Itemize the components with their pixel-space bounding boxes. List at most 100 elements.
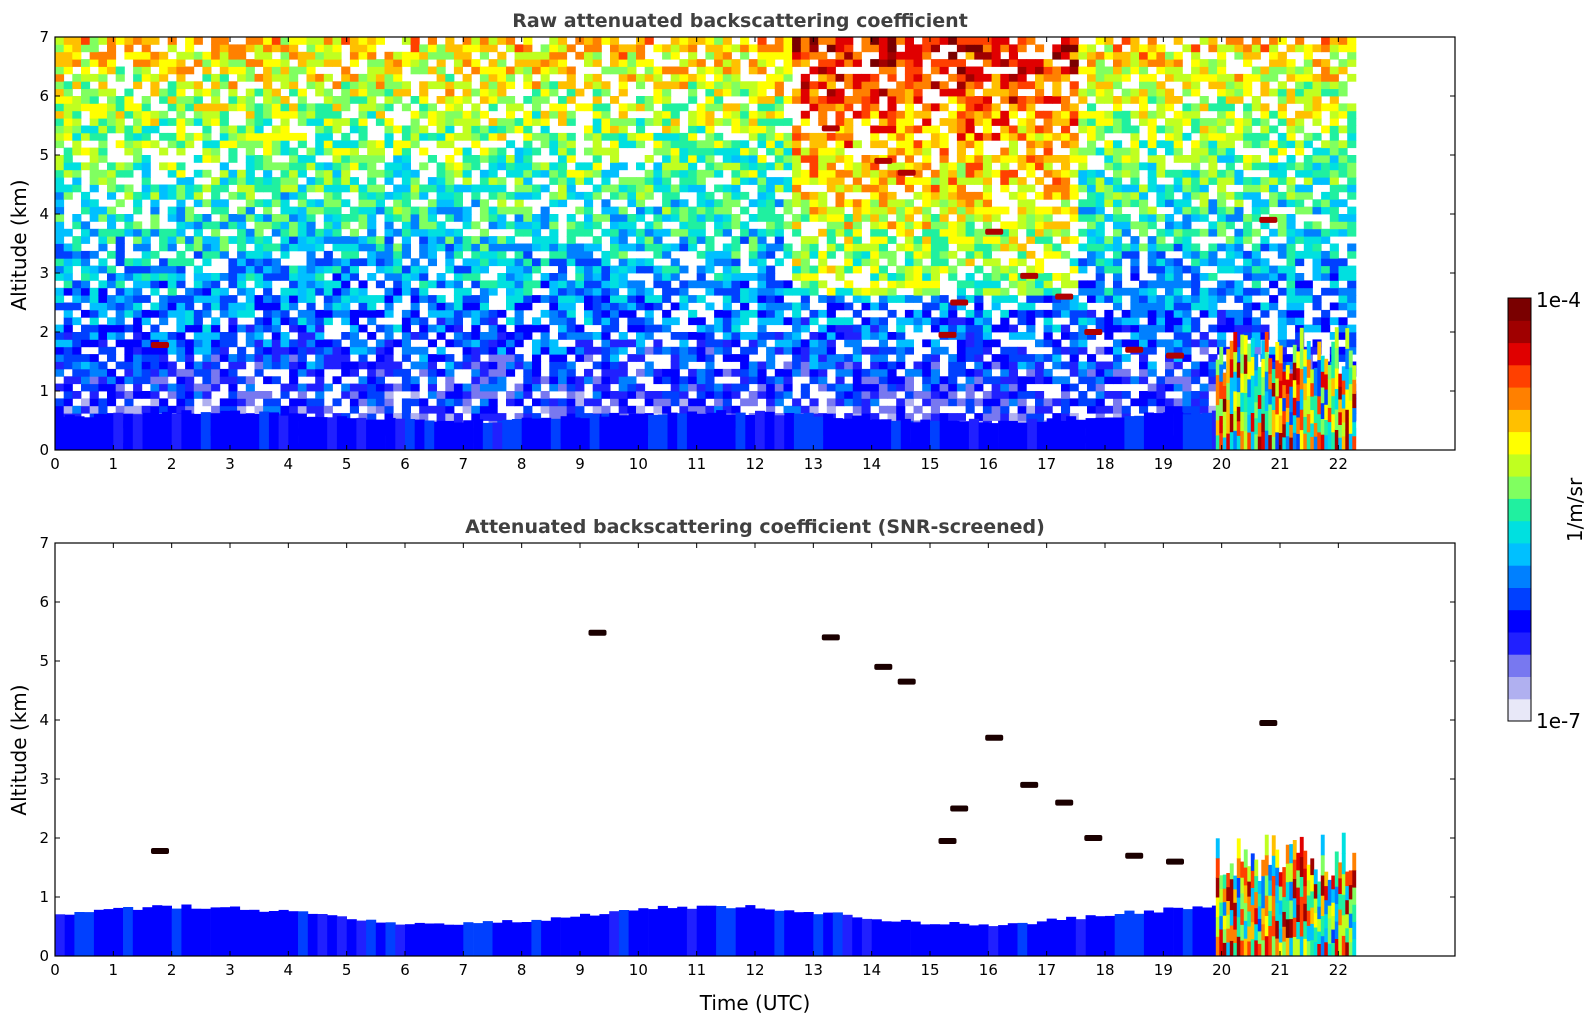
heat-cell: [506, 140, 516, 149]
heat-cell: [202, 302, 212, 311]
heat-cell: [1000, 59, 1010, 67]
heat-cell: [523, 155, 533, 163]
heat-cell: [211, 59, 221, 67]
heat-cell: [558, 147, 568, 156]
heat-cell: [930, 103, 940, 112]
heat-cell: [991, 206, 1001, 215]
heat-cell: [133, 155, 143, 163]
heat-cell: [332, 273, 342, 281]
heat-cell: [115, 214, 125, 222]
heat-cell: [237, 73, 247, 82]
heat-cell: [306, 73, 316, 82]
heat-cell: [471, 132, 481, 141]
heat-cell: [982, 51, 992, 60]
heat-cell: [115, 66, 125, 75]
heat-cell: [644, 391, 654, 399]
heat-cell: [835, 155, 845, 163]
heat-cell: [375, 140, 385, 149]
heat-cell: [124, 96, 134, 104]
heat-cell: [323, 184, 333, 193]
heat-cell: [558, 346, 568, 355]
heat-cell: [219, 44, 229, 53]
heat-cell: [1069, 37, 1079, 45]
heat-cell: [1035, 228, 1045, 237]
heat-cell: [610, 243, 620, 252]
heat-cell: [757, 81, 767, 90]
heat-cell: [393, 339, 403, 348]
heat-cell: [323, 361, 333, 370]
heat-cell: [306, 110, 316, 119]
heat-cell: [185, 103, 195, 112]
heat-cell: [141, 332, 151, 340]
heat-cell: [757, 391, 767, 399]
heat-cell: [81, 405, 91, 414]
heat-cell: [930, 265, 940, 274]
heat-cell: [124, 405, 134, 414]
heat-cell: [219, 398, 229, 407]
heat-cell: [1008, 324, 1018, 333]
heat-cell: [566, 295, 576, 303]
heat-cell: [610, 162, 620, 171]
heat-cell: [55, 287, 65, 296]
heat-cell: [948, 383, 958, 392]
heat-cell: [774, 317, 784, 326]
heat-cell: [141, 51, 151, 60]
heat-cell: [185, 339, 195, 348]
heat-cell: [523, 169, 533, 178]
heat-cell: [289, 317, 299, 326]
heat-cell: [453, 295, 463, 303]
heat-cell: [462, 59, 472, 67]
heat-cell: [887, 383, 897, 392]
heat-cell: [193, 103, 203, 112]
heat-cell: [375, 147, 385, 156]
heat-cell: [792, 96, 802, 104]
heat-cell: [731, 339, 741, 348]
heat-cell: [991, 59, 1001, 67]
heat-cell: [930, 302, 940, 311]
heat-cell: [107, 236, 117, 244]
heat-cell: [245, 118, 255, 126]
heat-cell: [358, 88, 368, 97]
heat-cell: [237, 96, 247, 104]
heat-cell: [566, 236, 576, 244]
heat-cell: [315, 376, 325, 385]
heat-cell: [1017, 398, 1027, 407]
heat-cell: [523, 228, 533, 237]
heat-cell: [1000, 391, 1010, 399]
heat-cell: [471, 140, 481, 149]
heat-cell: [878, 236, 888, 244]
heat-cell: [662, 96, 672, 104]
heat-cell: [974, 96, 984, 104]
heat-cell: [393, 413, 403, 421]
heat-cell: [523, 177, 533, 185]
heat-cell: [63, 405, 73, 414]
heat-cell: [766, 51, 776, 60]
heat-cell: [870, 317, 880, 326]
heat-cell: [688, 221, 698, 230]
heat-cell: [506, 354, 516, 362]
heat-cell: [722, 140, 732, 149]
heat-cell: [922, 184, 932, 193]
heat-cell: [870, 413, 880, 421]
heat-cell: [427, 383, 437, 392]
heat-cell: [904, 228, 914, 237]
heat-cell: [826, 295, 836, 303]
heat-cell: [375, 243, 385, 252]
heat-cell: [1026, 81, 1036, 90]
heat-cell: [696, 199, 706, 208]
heat-cell: [107, 295, 117, 303]
heat-cell: [679, 376, 689, 385]
heat-cell: [956, 258, 966, 267]
heat-cell: [133, 391, 143, 399]
heat-cell: [289, 73, 299, 82]
heat-cell: [462, 339, 472, 348]
heat-cell: [1035, 140, 1045, 149]
heat-cell: [575, 383, 585, 392]
heat-cell: [818, 73, 828, 82]
heat-cell: [63, 103, 73, 112]
heat-cell: [662, 110, 672, 119]
heat-cell: [1000, 37, 1010, 45]
heat-cell: [436, 346, 446, 355]
heat-cell: [549, 273, 559, 281]
heat-cell: [228, 368, 238, 377]
